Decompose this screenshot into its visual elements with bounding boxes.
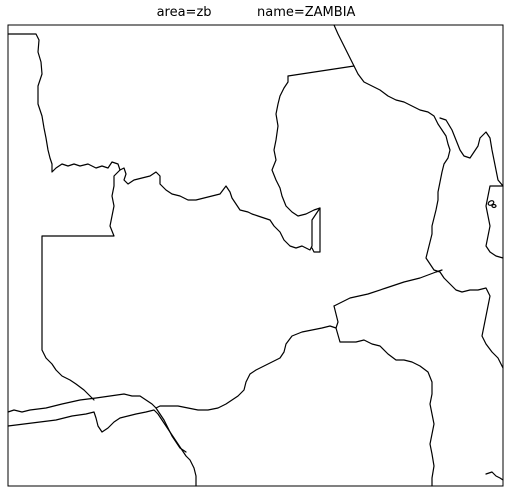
border-angola-drc-west [7, 33, 321, 253]
border-drc-zambia-north [287, 65, 355, 77]
area-label: area=zb [156, 5, 212, 20]
border-tanzania-malawi [333, 24, 504, 369]
border-angola-zambia-west [41, 169, 121, 401]
border-zimbabwe-botswana [155, 407, 187, 453]
map-frame [7, 24, 504, 487]
border-zimbabwe-mozambique [335, 327, 435, 487]
border-drc-pedicle [271, 75, 321, 217]
border-east-inner [439, 117, 504, 187]
border-namibia-botswana [7, 409, 197, 487]
border-malawi-mozambique [485, 185, 504, 259]
country-name-label: name=ZAMBIA [257, 5, 356, 20]
border-caprivi-strip [7, 393, 157, 413]
lake-island-2 [491, 203, 497, 209]
map-title: area=zb name=ZAMBIA [0, 5, 512, 20]
border-zambia-zimbabwe [155, 305, 339, 411]
coastline-southeast [485, 471, 504, 481]
border-zambia-mozambique [333, 269, 443, 307]
